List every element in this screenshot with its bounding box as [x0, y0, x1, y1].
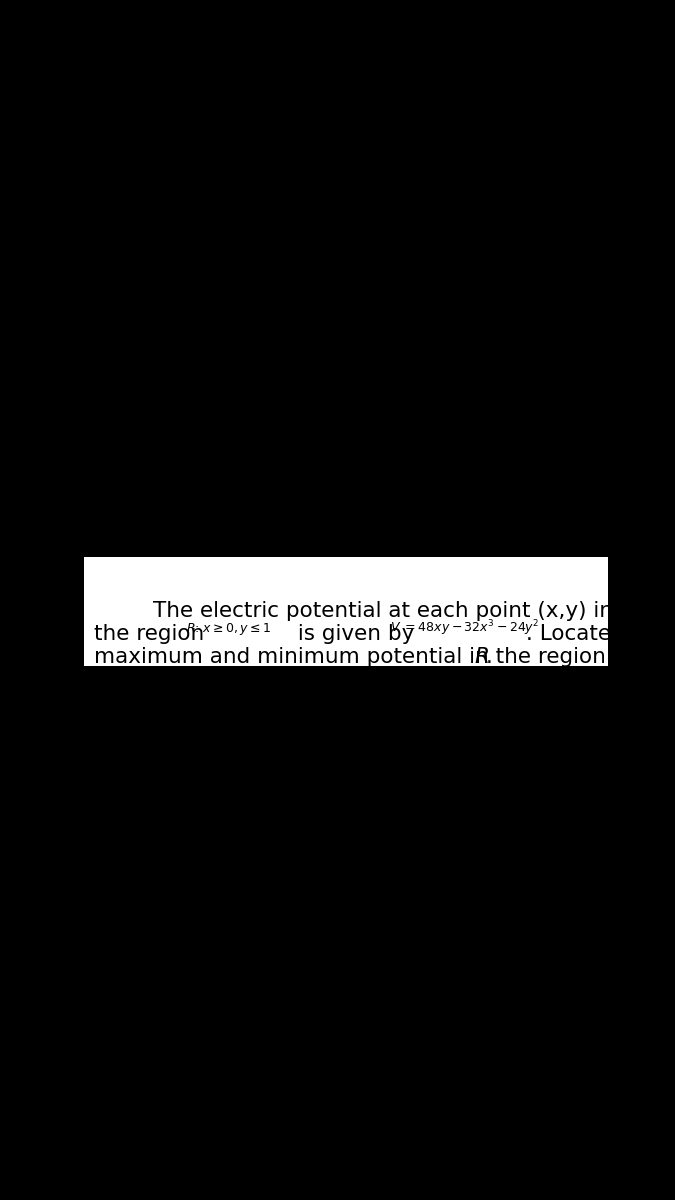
Text: $\mathit{V}$ $= 48xy - 32x^3 - 24y^2$: $\mathit{V}$ $= 48xy - 32x^3 - 24y^2$ [390, 618, 540, 637]
Text: .: . [486, 647, 493, 667]
Text: $\mathit{R}$: $\mathit{R}$ [474, 647, 489, 667]
Text: $\mathit{R}$: $x\geq 0, y\leq 1$: $\mathit{R}$: $x\geq 0, y\leq 1$ [186, 620, 272, 637]
Text: The electric potential at each point (x,y) in: The electric potential at each point (x,… [153, 601, 612, 622]
Text: is given by: is given by [291, 624, 421, 644]
Text: . Locate the: . Locate the [526, 624, 653, 644]
Text: the region: the region [94, 624, 211, 644]
Text: maximum and minimum potential in the region: maximum and minimum potential in the reg… [94, 647, 612, 667]
FancyBboxPatch shape [84, 557, 608, 666]
